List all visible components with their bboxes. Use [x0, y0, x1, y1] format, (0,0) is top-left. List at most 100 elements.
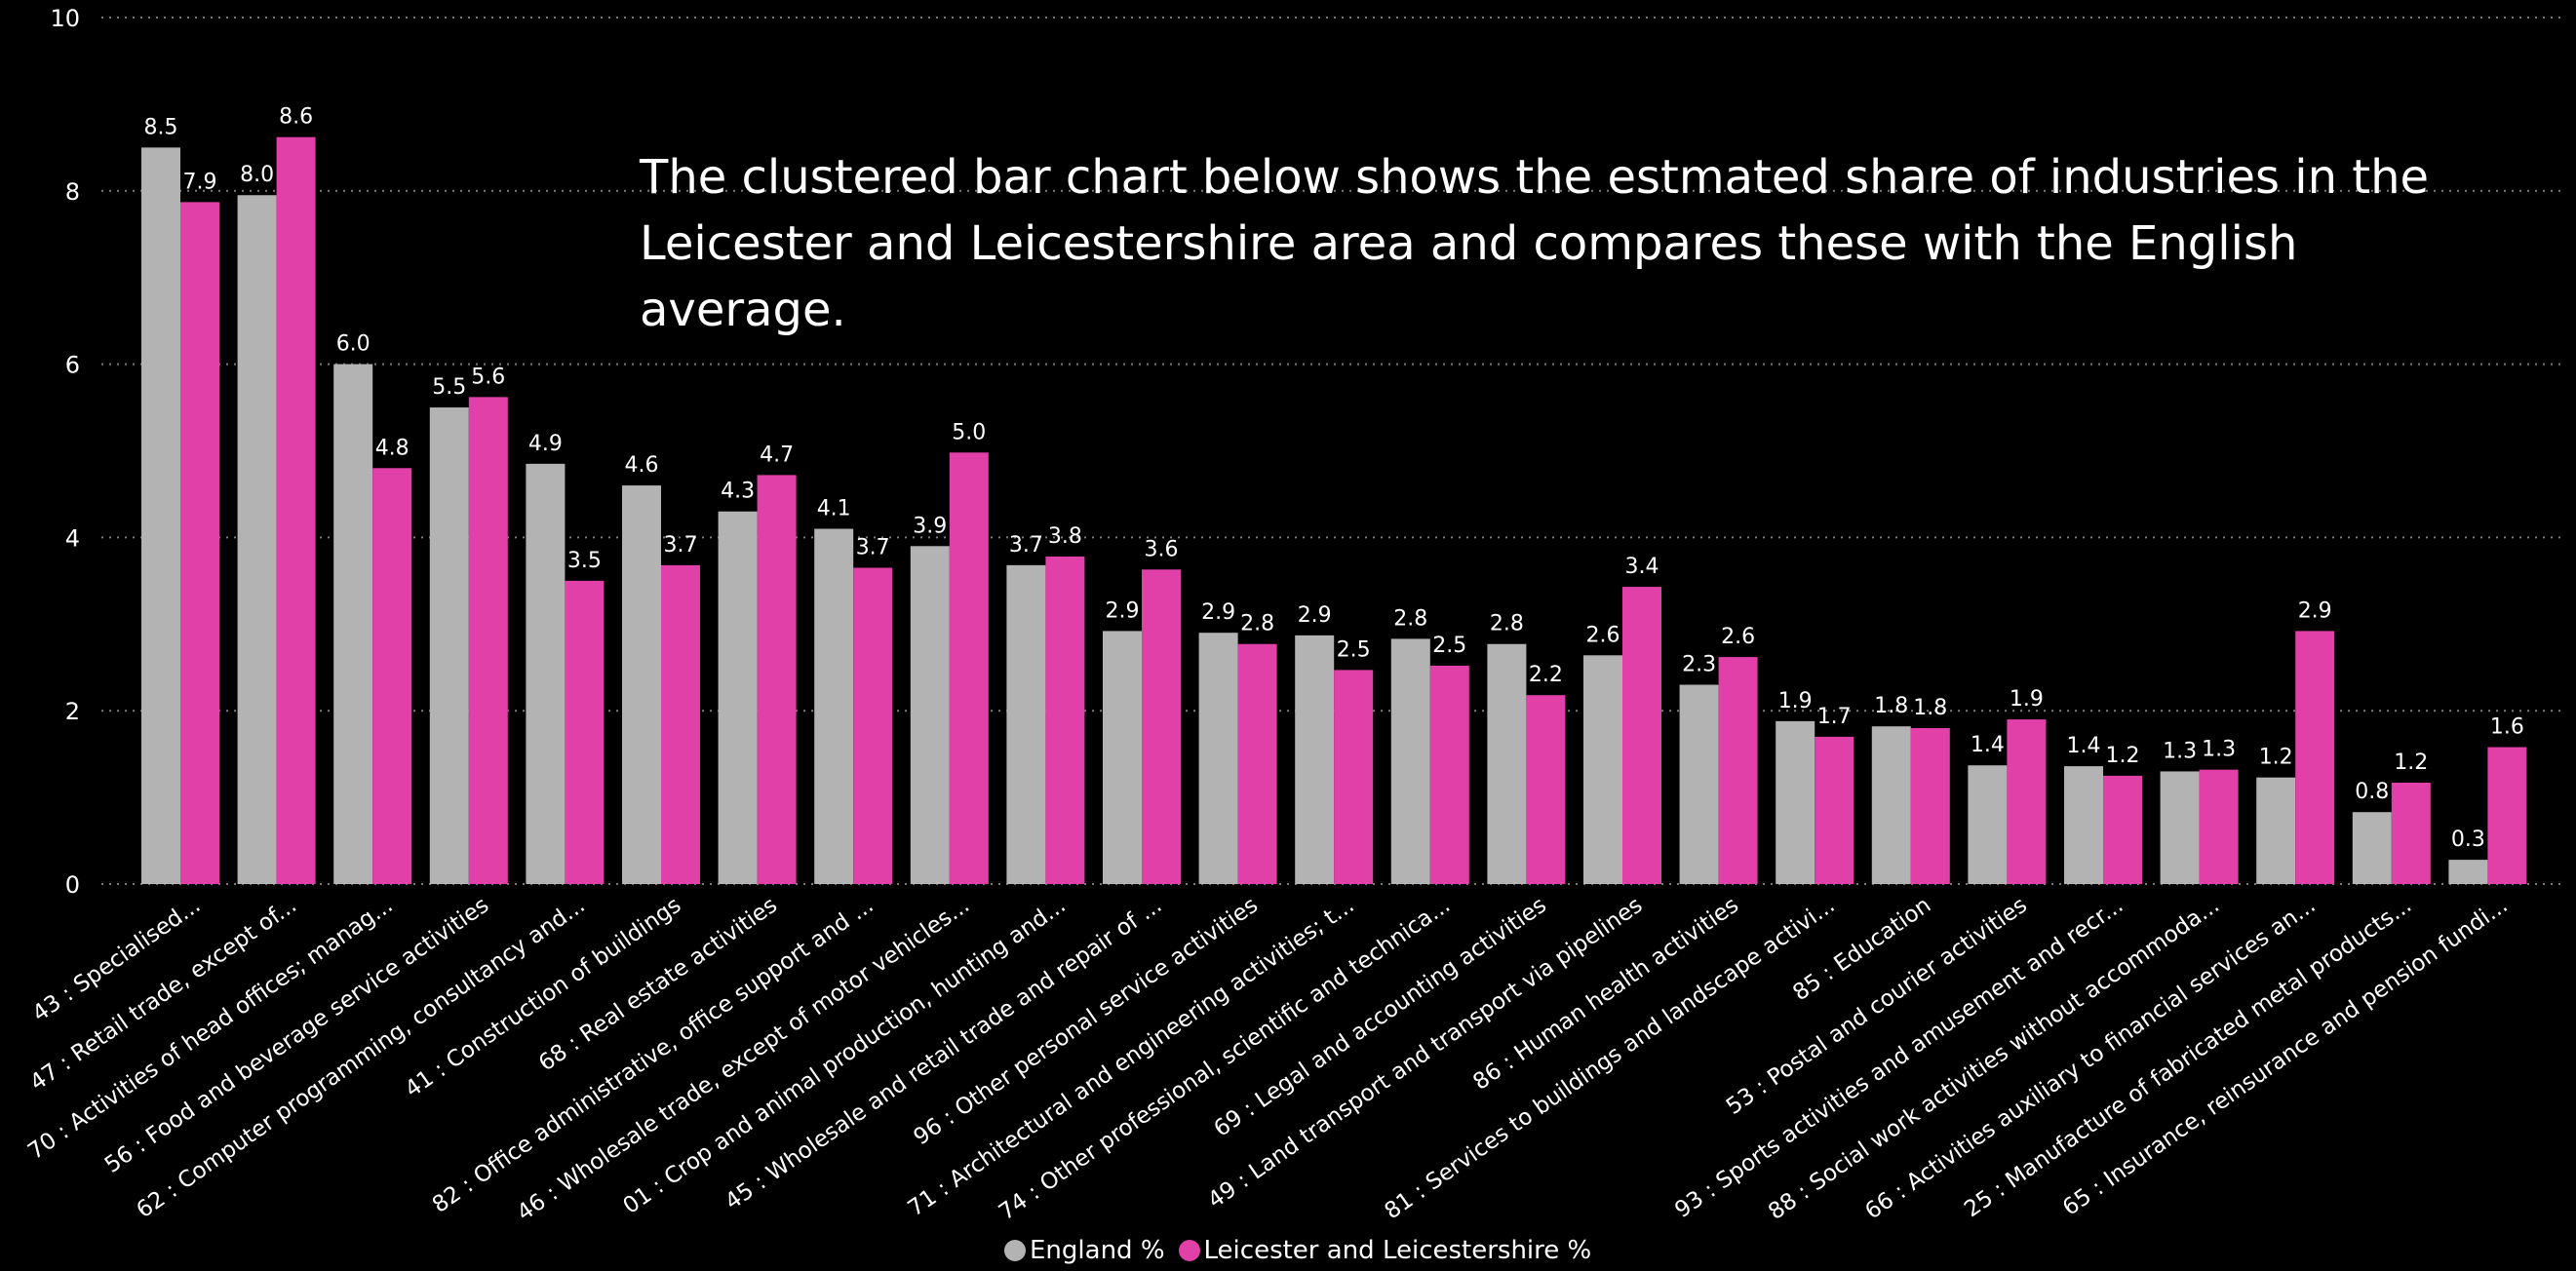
bar-england[interactable] — [1776, 720, 1815, 884]
data-label: 3.5 — [567, 549, 602, 573]
bar-leicester[interactable] — [2199, 769, 2239, 884]
legend: England % Leicester and Leicestershire % — [1004, 1236, 1605, 1265]
bar-leicester[interactable] — [757, 475, 797, 884]
bar-leicester[interactable] — [2007, 719, 2047, 884]
bar-england[interactable] — [718, 511, 758, 884]
bar-england[interactable] — [526, 463, 566, 884]
data-label: 1.2 — [2394, 751, 2428, 775]
data-label: 2.9 — [2298, 598, 2332, 623]
data-label: 2.8 — [1490, 612, 1524, 636]
bar-leicester[interactable] — [1815, 736, 1854, 884]
bar-leicester[interactable] — [661, 564, 700, 884]
data-label: 1.3 — [2202, 738, 2236, 762]
bar-england[interactable] — [1103, 631, 1142, 884]
x-tick-label: 93 : Sports activities and amusement and… — [1670, 893, 2127, 1223]
bar-leicester[interactable] — [853, 567, 893, 884]
data-label: 2.8 — [1240, 612, 1274, 636]
bar-england[interactable] — [1871, 726, 1911, 884]
bar-england[interactable] — [1006, 564, 1046, 884]
bar-leicester[interactable] — [468, 397, 508, 884]
data-label: 1.9 — [1778, 689, 1813, 713]
bar-leicester[interactable] — [1334, 670, 1374, 884]
bar-england[interactable] — [2064, 766, 2103, 884]
bar-leicester[interactable] — [1142, 569, 1181, 884]
bar-leicester[interactable] — [1429, 665, 1469, 884]
bar-leicester[interactable] — [1910, 727, 1950, 884]
data-label: 3.7 — [664, 533, 698, 558]
data-label: 4.8 — [375, 436, 410, 460]
data-label: 5.5 — [432, 375, 466, 400]
data-label: 2.3 — [1682, 653, 1716, 677]
bar-leicester[interactable] — [1237, 643, 1277, 884]
gridlines — [101, 17, 2564, 885]
data-label: 3.7 — [856, 536, 890, 560]
bar-england[interactable] — [1968, 765, 2008, 884]
data-label: 1.8 — [1874, 694, 1908, 718]
bar-leicester[interactable] — [565, 580, 605, 884]
bar-england[interactable] — [2160, 771, 2200, 884]
legend-item-england[interactable]: England % — [1004, 1236, 1165, 1265]
bar-leicester[interactable] — [2295, 631, 2335, 884]
bars — [141, 136, 2527, 885]
data-label: 8.0 — [240, 163, 274, 187]
data-label: 8.6 — [279, 105, 313, 130]
bar-england[interactable] — [1390, 638, 1430, 884]
bar-england[interactable] — [622, 485, 661, 884]
x-tick-label: 43 : Specialised... — [28, 893, 206, 1027]
bar-leicester[interactable] — [1045, 556, 1085, 884]
data-label: 2.9 — [1298, 603, 1332, 628]
x-tick-label: 71 : Architectural and engineering activ… — [904, 893, 1359, 1222]
bar-leicester[interactable] — [372, 468, 412, 884]
x-tick-label: 49 : Land transport and transport via pi… — [1203, 893, 1647, 1214]
data-label: 2.9 — [1201, 600, 1235, 625]
bar-england[interactable] — [237, 195, 277, 884]
data-label: 2.2 — [1529, 663, 1563, 687]
bar-england[interactable] — [2448, 860, 2488, 884]
x-tick-label: 66 : Activities auxiliary to financial s… — [1860, 893, 2320, 1225]
bar-leicester[interactable] — [1526, 695, 1566, 884]
data-label: 0.3 — [2451, 828, 2485, 852]
x-tick-label: 70 : Activities of head offices; manag..… — [23, 893, 397, 1165]
x-tick-label: 88 : Social work activities without acco… — [1764, 893, 2224, 1225]
x-tick-label: 74 : Other professional, scientific and … — [995, 893, 1455, 1226]
bar-leicester[interactable] — [2391, 782, 2431, 884]
bar-england[interactable] — [429, 407, 469, 884]
data-label: 3.7 — [1009, 533, 1043, 558]
bar-england[interactable] — [1583, 655, 1622, 884]
bar-england[interactable] — [2352, 812, 2392, 884]
bar-leicester[interactable] — [180, 202, 219, 884]
data-label: 1.2 — [2106, 744, 2140, 768]
x-tick-label: 46 : Wholesale trade, except of motor ve… — [513, 893, 974, 1226]
bar-england[interactable] — [1679, 684, 1719, 884]
legend-swatch-leicester — [1178, 1240, 1200, 1261]
bar-leicester[interactable] — [1718, 657, 1758, 884]
data-label: 8.5 — [144, 115, 178, 139]
bar-leicester[interactable] — [2487, 747, 2527, 884]
data-label: 3.6 — [1145, 537, 1179, 561]
bar-leicester[interactable] — [949, 452, 989, 884]
bar-england[interactable] — [1295, 635, 1335, 884]
legend-label-england: England % — [1030, 1236, 1165, 1265]
bar-leicester[interactable] — [276, 136, 316, 884]
bar-england[interactable] — [333, 364, 373, 885]
bar-england[interactable] — [2256, 777, 2296, 884]
bar-leicester[interactable] — [2103, 775, 2142, 884]
bar-england[interactable] — [1487, 643, 1527, 884]
bar-england[interactable] — [141, 147, 180, 885]
bar-england[interactable] — [1198, 633, 1238, 884]
bar-leicester[interactable] — [1622, 587, 1661, 884]
bar-england[interactable] — [814, 528, 854, 884]
data-label: 3.8 — [1048, 524, 1082, 549]
data-label: 1.2 — [2259, 746, 2293, 770]
y-tick-label: 8 — [65, 178, 80, 206]
legend-item-leicester[interactable]: Leicester and Leicestershire % — [1178, 1236, 1591, 1265]
x-tick-label: 65 : Insurance, reinsurance and pension … — [2058, 893, 2513, 1221]
data-label: 2.5 — [1337, 637, 1371, 662]
data-label: 5.0 — [952, 420, 986, 444]
bar-england[interactable] — [910, 546, 950, 884]
data-label: 1.4 — [2067, 734, 2101, 758]
x-tick-label: 25 : Manufacture of fabricated metal pro… — [1960, 893, 2416, 1223]
data-label: 3.9 — [913, 514, 947, 538]
data-label: 2.9 — [1106, 598, 1140, 623]
